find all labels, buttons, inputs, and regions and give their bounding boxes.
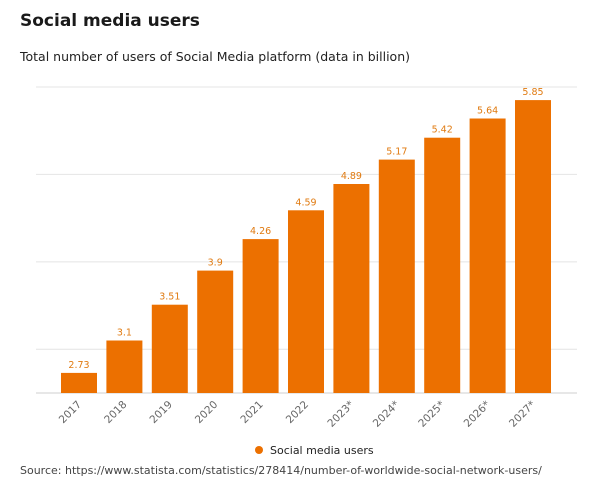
legend-marker [255, 446, 263, 454]
x-tick-label: 2024* [371, 399, 402, 430]
chart-subtitle: Total number of users of Social Media pl… [20, 49, 411, 64]
x-tick-label: 2023* [325, 399, 356, 430]
bar-value-label: 4.26 [250, 226, 271, 237]
legend-label: Social media users [270, 444, 374, 457]
x-tick-label: 2020 [193, 399, 220, 426]
bar [424, 137, 461, 393]
x-tick-label: 2018 [102, 399, 129, 426]
bar [515, 100, 551, 393]
bar-value-label: 3.9 [208, 258, 223, 269]
x-tick-label: 2027* [507, 399, 538, 430]
bar-value-label: 2.73 [68, 360, 89, 371]
x-tick-label: 2025* [416, 399, 447, 430]
x-tick-label: 2021 [238, 399, 265, 426]
bar-value-label: 5.42 [432, 125, 453, 136]
bar-value-label: 5.17 [386, 147, 407, 158]
bar-value-label: 5.64 [477, 106, 498, 117]
bar [151, 304, 188, 393]
bar [469, 118, 506, 393]
bar [197, 270, 234, 393]
bar [106, 340, 143, 393]
bar [242, 239, 279, 393]
bar-value-label: 3.51 [159, 292, 180, 303]
bar-value-label: 4.89 [341, 171, 362, 182]
x-tick-label: 2022 [284, 399, 311, 426]
bar-value-label: 5.85 [522, 87, 543, 98]
bar [61, 372, 97, 393]
x-tick-label: 2019 [148, 399, 175, 426]
bar [288, 210, 324, 393]
source-note: Source: https://www.statista.com/statist… [20, 464, 542, 477]
bar-value-label: 3.1 [117, 328, 132, 339]
x-tick-label: 2026* [462, 399, 493, 430]
x-tick-label: 2017 [57, 399, 84, 426]
chart-title: Social media users [20, 11, 200, 31]
bar-value-label: 4.59 [295, 197, 316, 208]
bar [333, 184, 370, 393]
bar [378, 159, 415, 393]
